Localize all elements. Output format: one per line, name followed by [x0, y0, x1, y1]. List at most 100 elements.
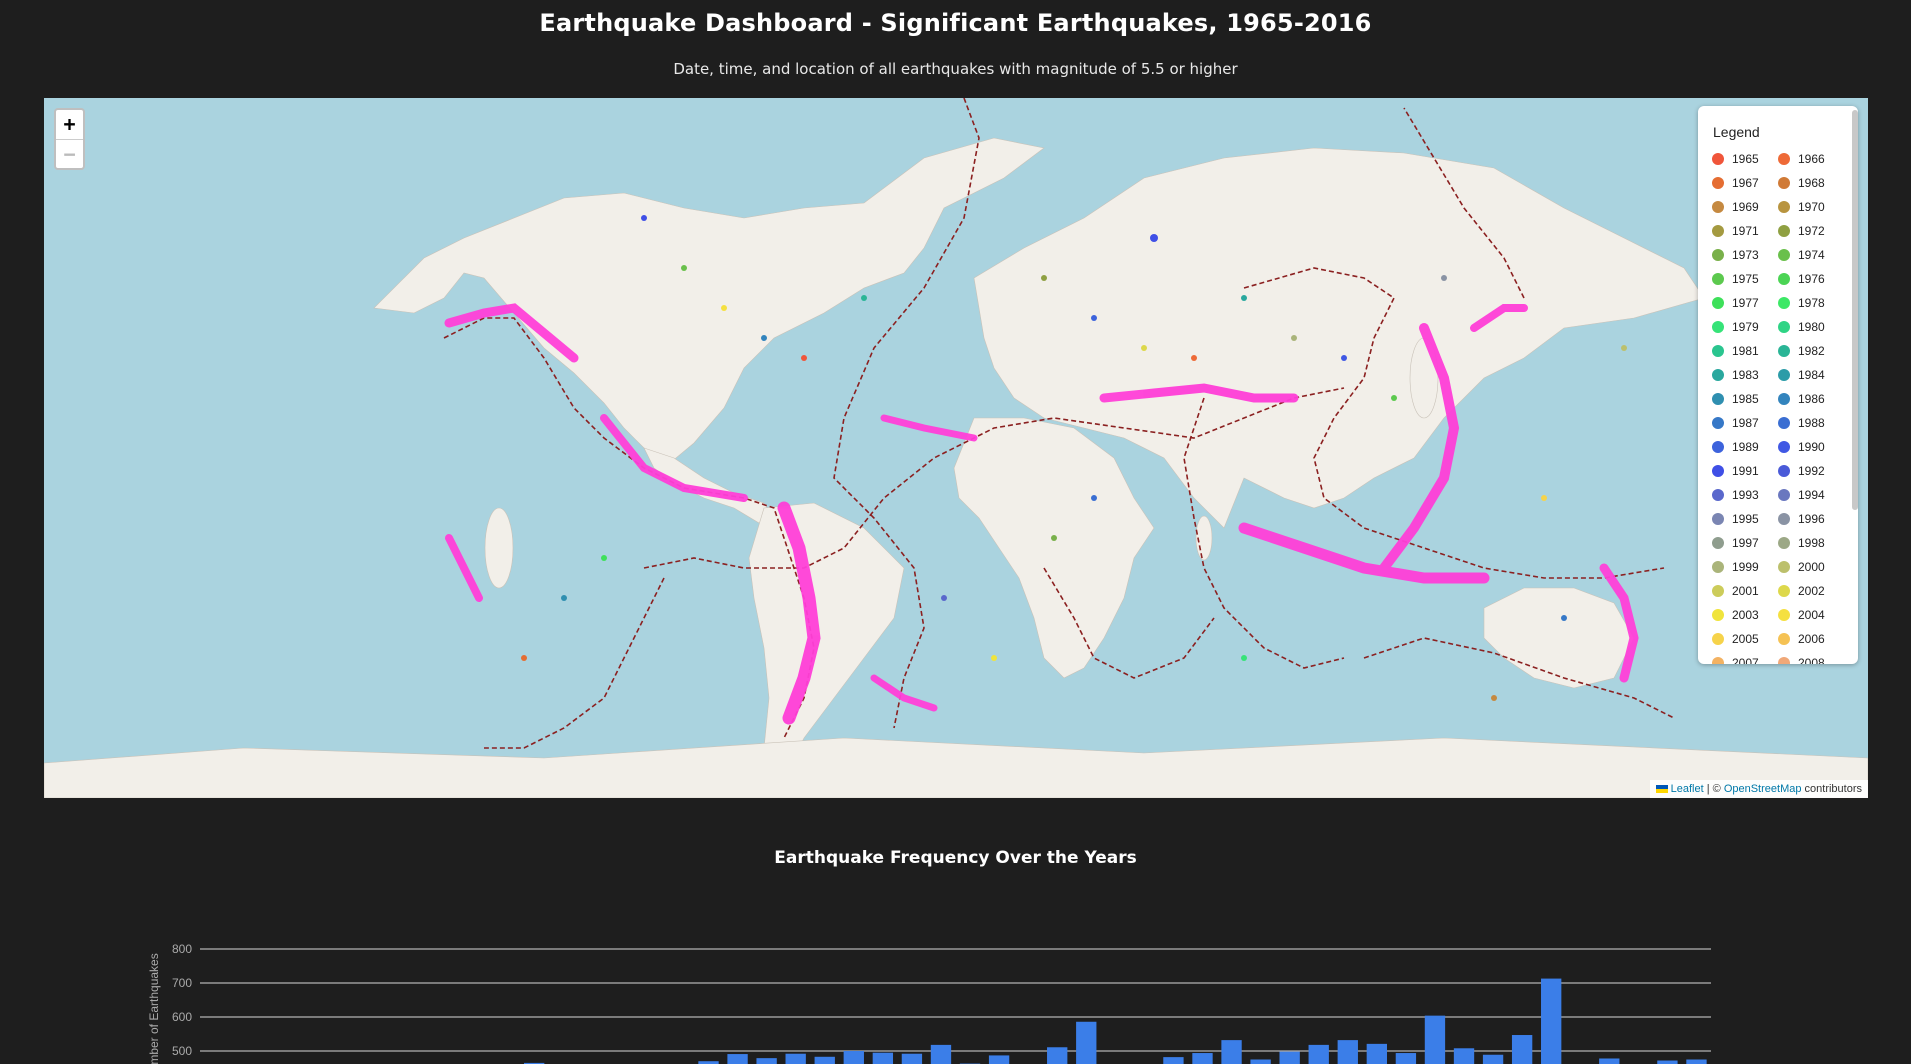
bar-1998[interactable] [1163, 1057, 1184, 1064]
legend-item: 1976 [1778, 270, 1844, 288]
legend-item-label: 1985 [1732, 392, 1759, 406]
bar-1988[interactable] [872, 1052, 894, 1064]
legend-color-swatch [1712, 273, 1724, 285]
legend-color-swatch [1712, 489, 1724, 501]
page-subtitle: Date, time, and location of all earthqua… [673, 60, 1238, 78]
bar-1986[interactable] [814, 1056, 835, 1064]
bar-1989[interactable] [901, 1053, 923, 1064]
bar-2013[interactable] [1599, 1058, 1620, 1064]
land-antarctica [44, 737, 1868, 798]
legend-item-label: 1975 [1732, 272, 1759, 286]
bar-1994[interactable] [1047, 1047, 1068, 1064]
bar-2005[interactable] [1366, 1043, 1388, 1064]
legend-item: 1991 [1712, 462, 1778, 480]
legend-color-swatch [1712, 585, 1724, 597]
legend-color-swatch [1712, 321, 1724, 333]
legend-item-label: 1995 [1732, 512, 1759, 526]
legend-color-swatch [1778, 537, 1790, 549]
y-tick-label: 600 [172, 1010, 192, 1024]
bar-2015[interactable] [1657, 1060, 1678, 1064]
bar-1984[interactable] [756, 1058, 777, 1064]
legend-item: 1968 [1778, 174, 1844, 192]
earthquake-map[interactable]: + − Legend 1965 1966 1967 1968 1969 1970 1971 1… [44, 98, 1868, 798]
legend-item: 2007 [1712, 654, 1778, 664]
legend-item: 1987 [1712, 414, 1778, 432]
legend-item-label: 1967 [1732, 176, 1759, 190]
legend-item: 2005 [1712, 630, 1778, 648]
bar-2006[interactable] [1395, 1053, 1417, 1064]
legend-color-swatch [1778, 297, 1790, 309]
bar-2002[interactable] [1279, 1051, 1300, 1064]
legend-list: 1965 1966 1967 1968 1969 1970 1971 1972 1973 1974… [1712, 150, 1850, 664]
legend-panel[interactable]: Legend 1965 1966 1967 1968 1969 1970 1971 1972 1… [1698, 106, 1858, 664]
legend-item: 1965 [1712, 150, 1778, 168]
legend-item: 2002 [1778, 582, 1844, 600]
legend-color-swatch [1712, 537, 1724, 549]
bar-2001[interactable] [1250, 1059, 1271, 1064]
legend-item: 1967 [1712, 174, 1778, 192]
legend-color-swatch [1778, 369, 1790, 381]
bar-2003[interactable] [1308, 1044, 1329, 1064]
legend-item: 2001 [1712, 582, 1778, 600]
bar-1999[interactable] [1192, 1053, 1213, 1064]
bar-1995[interactable] [1076, 1021, 1097, 1064]
legend-item-label: 1971 [1732, 224, 1759, 238]
zoom-in-button[interactable]: + [56, 110, 83, 140]
openstreetmap-link[interactable]: OpenStreetMap [1723, 783, 1802, 795]
legend-item: 1998 [1778, 534, 1844, 552]
legend-item: 1988 [1778, 414, 1844, 432]
legend-color-swatch [1778, 561, 1790, 573]
legend-item-label: 1977 [1732, 296, 1759, 310]
legend-color-swatch [1778, 201, 1790, 213]
bar-1982[interactable] [698, 1061, 719, 1064]
legend-item-label: 1983 [1732, 368, 1759, 382]
zoom-out-button[interactable]: − [63, 142, 76, 166]
legend-scrollbar[interactable] [1852, 110, 1858, 510]
bar-2016[interactable] [1686, 1059, 1707, 1064]
legend-color-swatch [1778, 153, 1790, 165]
legend-item-label: 2003 [1732, 608, 1759, 622]
legend-color-swatch [1778, 417, 1790, 429]
frequency-chart: 500 600 700 800 Number of Earthquakes [0, 900, 1911, 1064]
legend-color-swatch [1712, 225, 1724, 237]
legend-item: 1984 [1778, 366, 1844, 384]
bar-1985[interactable] [785, 1053, 806, 1064]
legend-item: 1999 [1712, 558, 1778, 576]
leaflet-link[interactable]: Leaflet [1670, 783, 1704, 795]
bar-2009[interactable] [1482, 1054, 1504, 1064]
legend-item-label: 1974 [1798, 248, 1825, 262]
legend-color-swatch [1778, 633, 1790, 645]
bar-2000[interactable] [1221, 1040, 1242, 1064]
y-tick-label: 500 [172, 1044, 192, 1058]
zoom-control: + − [54, 108, 85, 170]
legend-item-label: 1986 [1798, 392, 1825, 406]
legend-item: 1986 [1778, 390, 1844, 408]
legend-color-swatch [1778, 585, 1790, 597]
bar-1976[interactable] [523, 1062, 545, 1064]
bar-2007[interactable] [1424, 1015, 1446, 1064]
legend-color-swatch [1778, 273, 1790, 285]
legend-color-swatch [1712, 465, 1724, 477]
legend-item: 2008 [1778, 654, 1844, 664]
legend-item: 1979 [1712, 318, 1778, 336]
bar-1983[interactable] [727, 1054, 748, 1064]
legend-item: 1990 [1778, 438, 1844, 456]
legend-item: 1973 [1712, 246, 1778, 264]
bar-2011[interactable] [1541, 978, 1562, 1064]
bar-1992[interactable] [988, 1055, 1010, 1064]
legend-item: 1978 [1778, 294, 1844, 312]
bar-2008[interactable] [1453, 1048, 1475, 1064]
map-attribution: Leaflet | © OpenStreetMap contributors [1649, 780, 1868, 798]
legend-item: 1980 [1778, 318, 1844, 336]
legend-item: 1983 [1712, 366, 1778, 384]
legend-title: Legend [1713, 124, 1760, 140]
legend-item-label: 2007 [1732, 656, 1759, 664]
legend-item-label: 1996 [1798, 512, 1825, 526]
bar-2010[interactable] [1511, 1035, 1533, 1064]
bar-1987[interactable] [843, 1051, 864, 1064]
legend-color-swatch [1778, 441, 1790, 453]
bar-1990[interactable] [930, 1044, 952, 1064]
legend-item: 2000 [1778, 558, 1844, 576]
bar-2004[interactable] [1337, 1040, 1358, 1064]
legend-item: 1994 [1778, 486, 1844, 504]
